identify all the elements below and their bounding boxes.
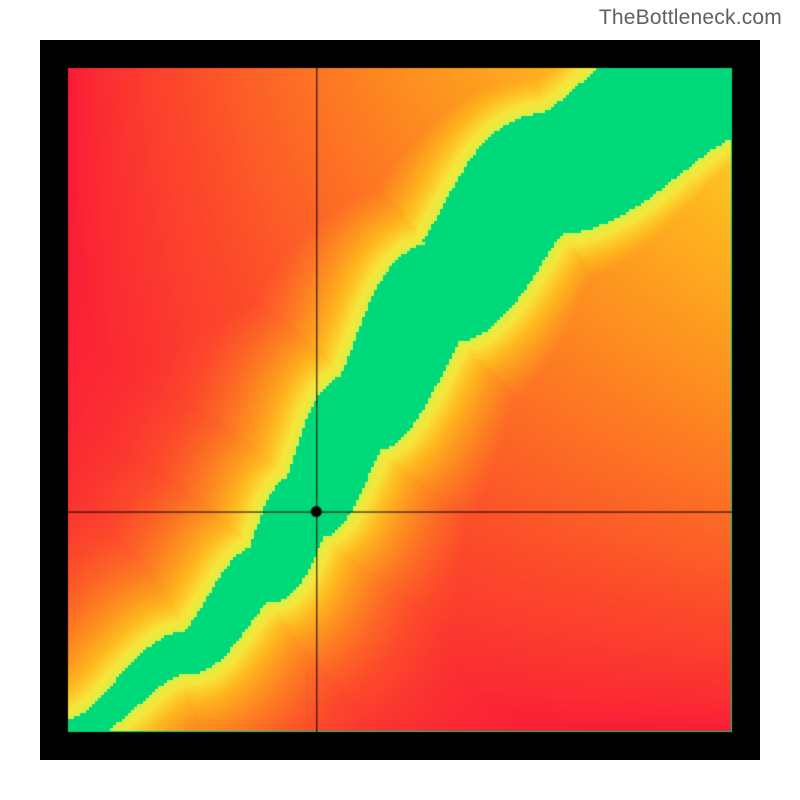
attribution-text: TheBottleneck.com xyxy=(599,6,782,30)
heatmap-canvas xyxy=(40,40,760,760)
heatmap-frame xyxy=(40,40,760,760)
chart-container: TheBottleneck.com xyxy=(0,0,800,800)
